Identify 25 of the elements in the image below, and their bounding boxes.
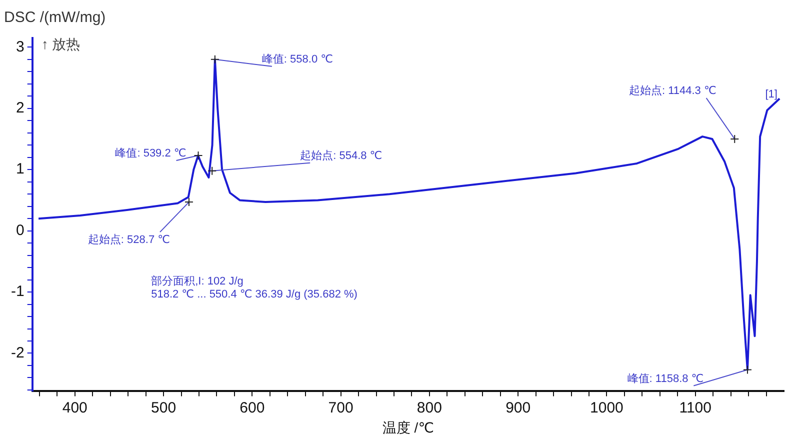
annotation: 部分面积,I: 102 J/g 518.2 ℃ ... 550.4 ℃ 36.39 J/g (35.682 %) (151, 274, 358, 301)
x-tick-label: 700 (328, 399, 354, 416)
y-tick-label: 3 (16, 38, 24, 56)
y-axis-title: DSC /(mW/mg) (4, 9, 106, 26)
annotation: 峰值: 1158.8 ℃ (627, 372, 704, 385)
x-tick-label: 1100 (679, 399, 712, 416)
y-tick-label: 0 (16, 222, 24, 239)
x-tick-label: 500 (151, 399, 176, 416)
annotation: 起始点: 528.7 ℃ (88, 233, 170, 246)
y-tick-label: -1 (10, 283, 24, 300)
y-tick-label: -2 (10, 344, 24, 362)
x-axis-title: 温度 /℃ (382, 419, 434, 436)
x-tick-label: 600 (240, 399, 265, 416)
y-tick-label: 1 (16, 160, 24, 178)
x-tick-label: 900 (506, 399, 531, 416)
annotation: 起始点: 1144.3 ℃ (628, 84, 716, 98)
y-tick-label: 2 (16, 100, 24, 117)
x-tick-label: 800 (416, 399, 442, 416)
annotation: 峰值: 539.2 ℃ (115, 148, 186, 160)
annotation: 起始点: 554.8 ℃ (300, 148, 382, 162)
annotation: [1] (765, 88, 778, 101)
x-tick-label: 400 (62, 399, 88, 416)
annotation: ↑ 放热 (41, 36, 80, 52)
annotation: 峰值: 558.0 ℃ (262, 53, 333, 66)
x-tick-label: 1000 (590, 399, 624, 416)
